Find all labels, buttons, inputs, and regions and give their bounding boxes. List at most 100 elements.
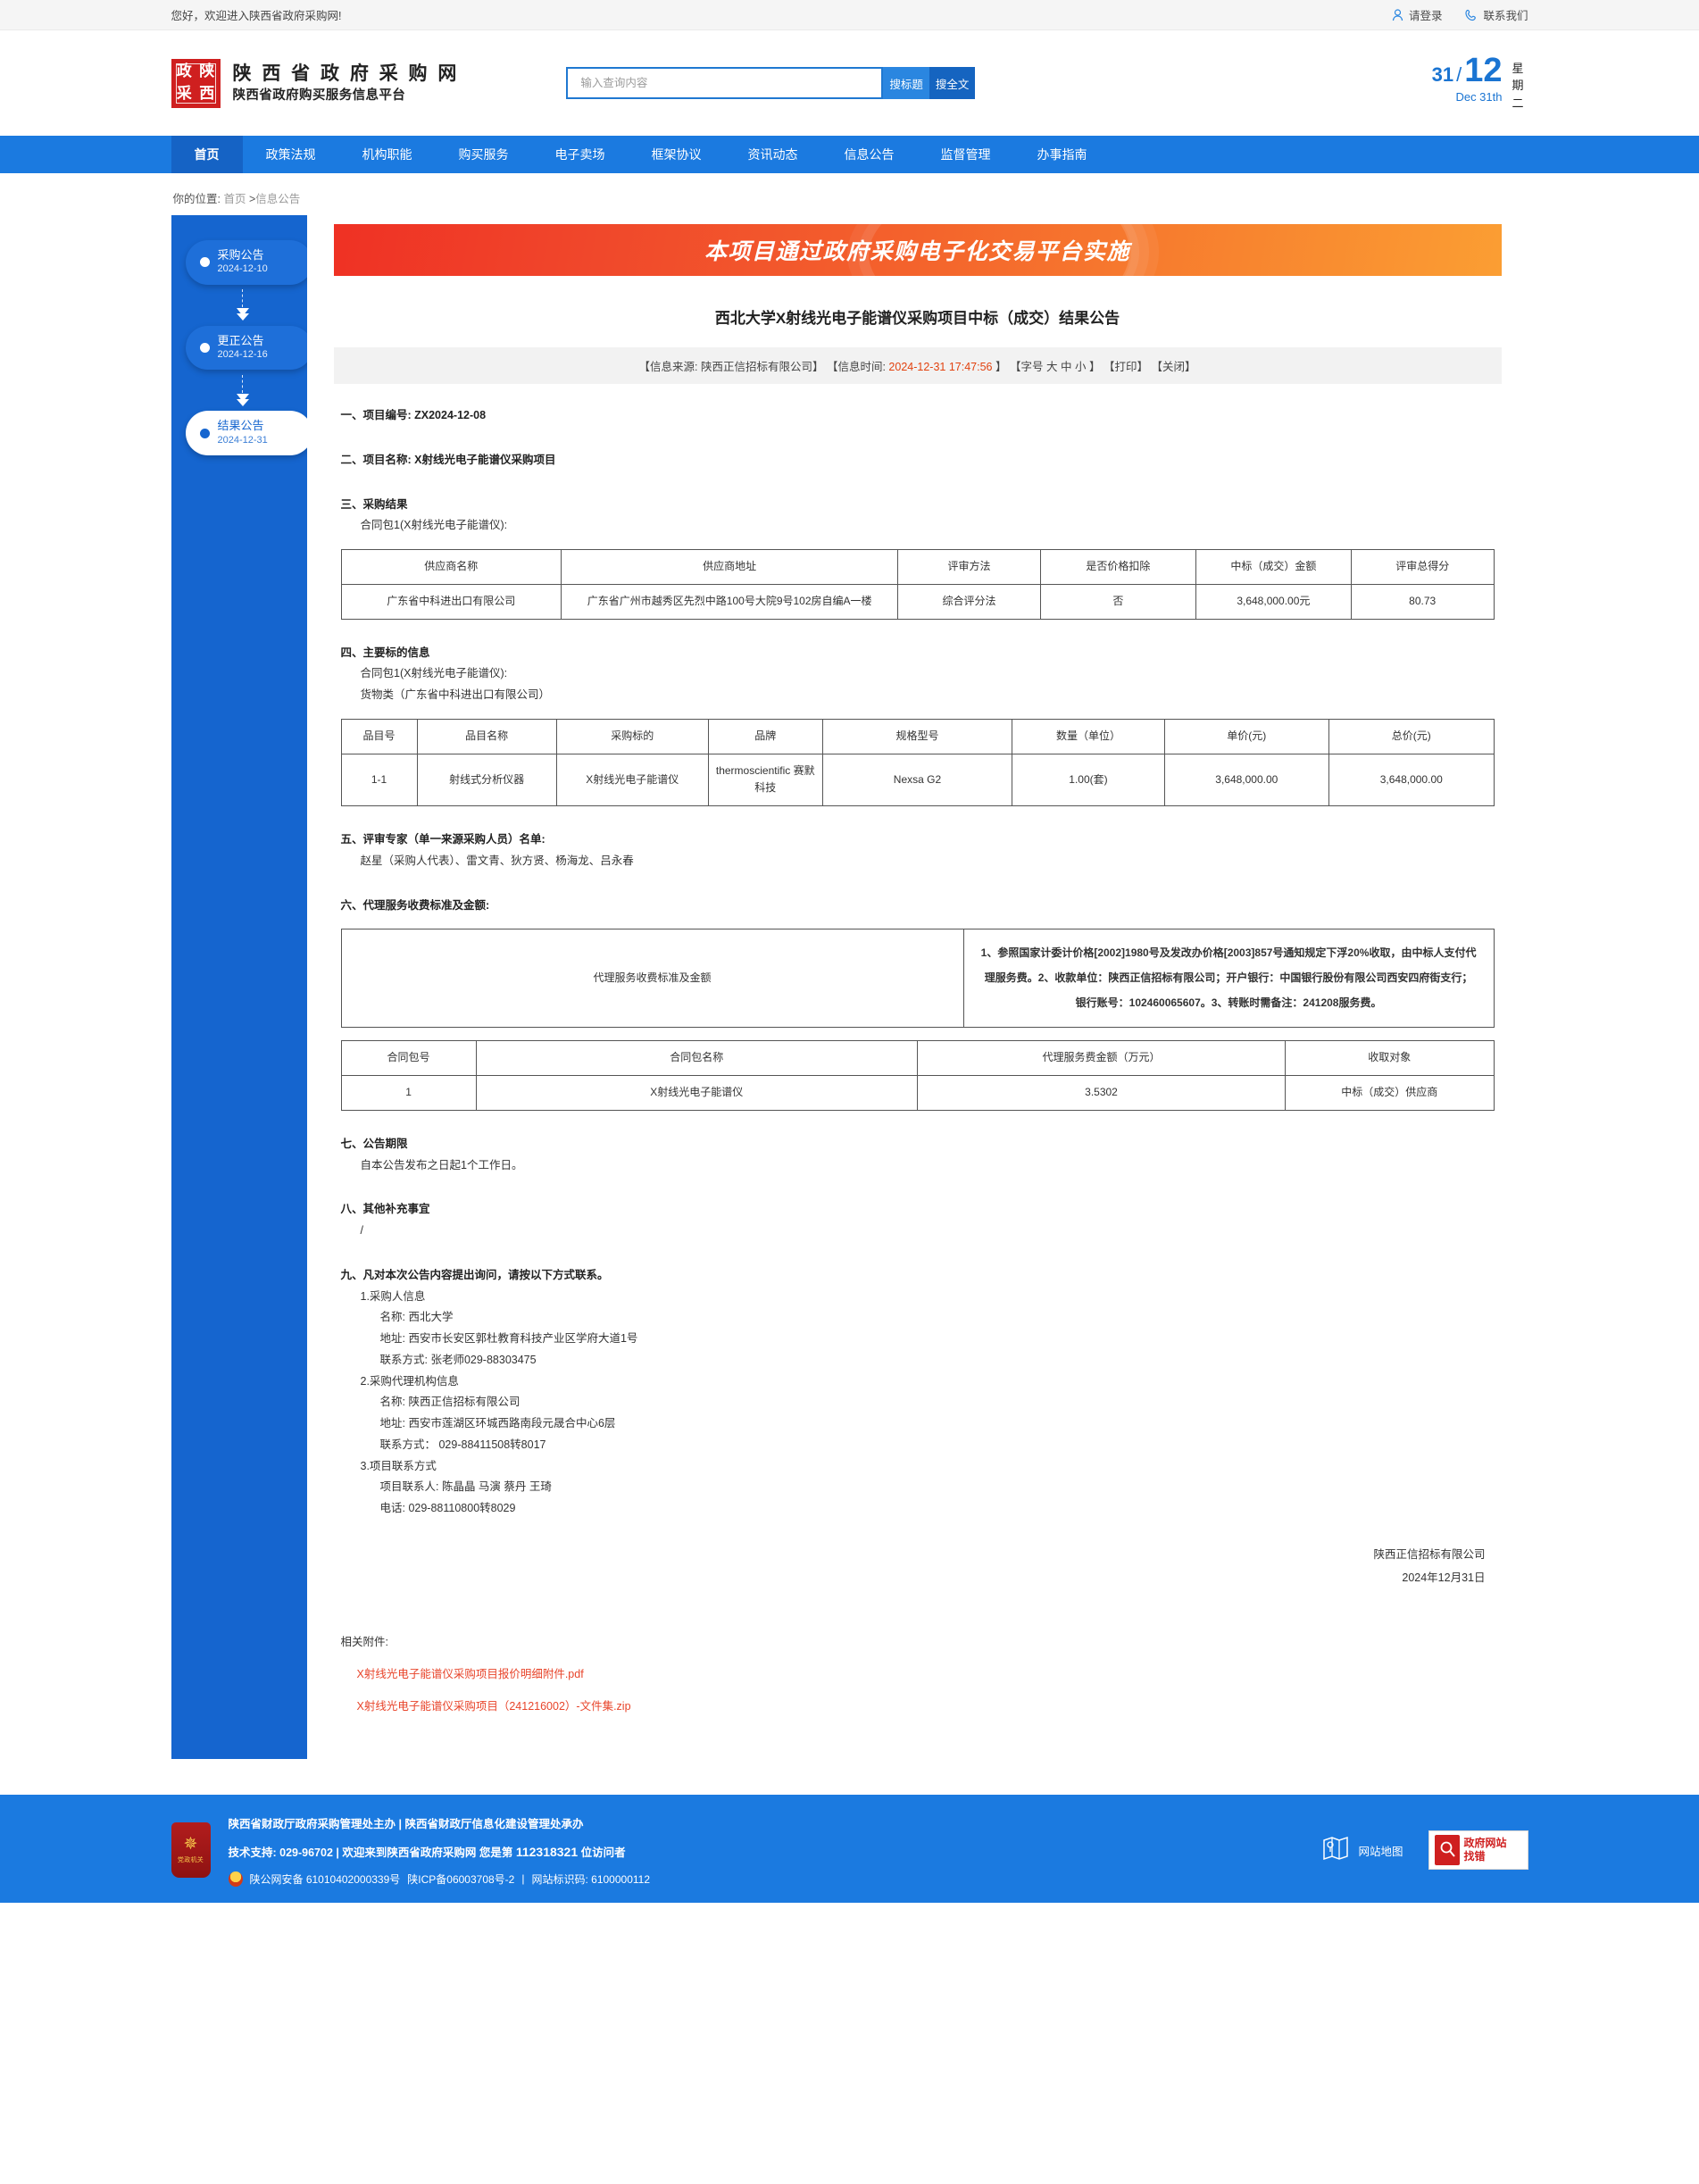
welcome-text: 您好，欢迎进入陕西省政府采购网! <box>171 10 342 22</box>
result-table-header-cell: 中标（成交）金额 <box>1195 549 1352 585</box>
nav-item-办事指南[interactable]: 办事指南 <box>1037 147 1087 162</box>
search-fulltext-button[interactable]: 搜全文 <box>929 67 976 99</box>
meta-source-label: 【信息来源: <box>638 361 698 373</box>
breadcrumb-current[interactable]: 信息公告 <box>255 193 301 205</box>
contact-line: 电话: 029-88110800转8029 <box>379 1502 516 1515</box>
police-record-number[interactable]: 陕公网安备 61010402000339号 <box>249 1872 401 1886</box>
gov-site-report-badge[interactable]: 政府网站 找错 <box>1428 1830 1528 1871</box>
timeline-dot-icon <box>199 342 210 353</box>
gov-badge-line2: 找错 <box>1463 1850 1486 1863</box>
search-input[interactable] <box>579 76 871 90</box>
print-link[interactable]: 【打印】 <box>1103 361 1148 373</box>
fee-amount-table-header-cell: 收取对象 <box>1285 1040 1495 1077</box>
footer-support-suffix: 位访问者 <box>580 1846 626 1859</box>
fee-standard-description: 1、参照国家计委计价格[2002]1980号及发改办价格[2003]857号通知… <box>962 929 1495 1029</box>
footer-support-line: 技术支持: 029-96702 | 欢迎来到陕西省政府采购网 您是第 11231… <box>229 1843 651 1860</box>
nav-item-电子卖场[interactable]: 电子卖场 <box>554 147 605 162</box>
signature-date: 2024年12月31日 <box>1402 1571 1486 1585</box>
timeline-item-date: 2024-12-10 <box>217 263 268 275</box>
logo-char-1: 政 <box>176 62 192 80</box>
result-table: 供应商名称 供应商地址 评审方法 是否价格扣除 中标（成交）金额 评审总得分 广东省中科进出… <box>340 549 1495 620</box>
login-link[interactable]: 请登录 <box>1392 6 1443 23</box>
font-size-large[interactable]: 大 <box>1045 361 1058 373</box>
close-link[interactable]: 【关闭】 <box>1151 361 1196 373</box>
login-label: 请登录 <box>1408 10 1443 22</box>
nav-item-购买服务[interactable]: 购买服务 <box>458 147 509 162</box>
nav-item-资讯动态[interactable]: 资讯动态 <box>747 147 798 162</box>
nav-item-首页[interactable]: 首页 <box>171 136 243 173</box>
result-table-row: 广东省中科进出口有限公司 广东省广州市越秀区先烈中路100号大院9号102房自编A… <box>340 583 1495 620</box>
footer-separator: | <box>521 1872 525 1886</box>
weekday-value: 二 <box>1512 96 1524 110</box>
font-size-small[interactable]: 小 <box>1074 361 1087 373</box>
contact-block-title: 3.项目联系方式 <box>360 1459 437 1472</box>
announcement-title: 西北大学X射线光电子能谱仪采购项目中标（成交）结果公告 <box>714 310 1120 327</box>
weekday-label: 星期 <box>1512 61 1524 93</box>
sitemap-link[interactable]: 网站地图 <box>1322 1835 1403 1866</box>
icp-number[interactable]: 陕ICP备06003708号-2 <box>407 1872 515 1886</box>
contact-line: 联系方式: 张老师029-88303475 <box>379 1353 537 1366</box>
timeline-item-采购公告[interactable]: 采购公告 2024-12-10 <box>185 240 312 285</box>
nav-item-政策法规[interactable]: 政策法规 <box>265 147 316 162</box>
timeline-dot-icon <box>199 257 210 268</box>
date-english: Dec 31th <box>1455 89 1503 104</box>
timeline-arrow-icon <box>236 285 249 326</box>
fee-standard-label: 代理服务收费标准及金额 <box>340 929 964 1029</box>
result-table-header-row: 供应商名称 供应商地址 评审方法 是否价格扣除 中标（成交）金额 评审总得分 <box>340 549 1495 585</box>
item-table-header-cell: 数量（单位） <box>1012 718 1165 754</box>
announcement-body: 一、项目编号: ZX2024-12-08 二、项目名称: X射线光电子能谱仪采购… <box>334 384 1502 1759</box>
site-logo[interactable]: 政 陕 采 西 陕 西 省 政 府 采 购 网 陕西省政府购买服务信息平台 <box>171 58 460 108</box>
font-size-medium[interactable]: 中 <box>1060 361 1072 373</box>
footer-icp-line: 陕公网安备 61010402000339号 陕ICP备06003708号-2 |… <box>228 1871 650 1887</box>
item-table-header-cell: 品牌 <box>707 718 823 754</box>
attachments-label: 相关附件: <box>340 1636 388 1649</box>
nav-item-框架协议[interactable]: 框架协议 <box>651 147 702 162</box>
item-table-header-cell: 规格型号 <box>821 718 1013 754</box>
site-footer: ✵ 党政机关 陕西省财政厅政府采购管理处主办 | 陕西省财政厅信息化建设管理处承… <box>0 1794 1699 1903</box>
item-table-cell: 射线式分析仪器 <box>416 753 557 807</box>
breadcrumb-home[interactable]: 首页 <box>223 193 246 205</box>
logo-mark-icon: 政 陕 采 西 <box>171 58 221 108</box>
site-subtitle: 陕西省政府购买服务信息平台 <box>232 88 406 104</box>
section-9-heading: 九、凡对本次公告内容提出询问，请按以下方式联系。 <box>340 1268 609 1281</box>
result-table-cell: 广东省中科进出口有限公司 <box>340 583 562 620</box>
section-4-package: 合同包1(X射线光电子能谱仪): <box>360 667 508 680</box>
banner-text: 本项目通过政府采购电子化交易平台实施 <box>704 239 1130 264</box>
article-content: 本项目通过政府采购电子化交易平台实施 西北大学X射线光电子能谱仪采购项目中标（成… <box>306 215 1528 1759</box>
timeline-item-结果公告[interactable]: 结果公告 2024-12-31 <box>185 411 312 455</box>
date-separator: / <box>1456 63 1462 86</box>
emblem-text: 党政机关 <box>177 1857 204 1864</box>
date-day: 31 <box>1431 63 1454 86</box>
fee-amount-table-header-cell: 代理服务费金额（万元） <box>916 1040 1287 1077</box>
section-6-heading: 六、代理服务收费标准及金额: <box>340 898 490 912</box>
search-box[interactable] <box>566 67 884 99</box>
contact-link[interactable]: 联系我们 <box>1465 6 1528 23</box>
attachment-link[interactable]: X射线光电子能谱仪采购项目报价明细附件.pdf <box>356 1668 584 1681</box>
map-icon <box>1322 1835 1349 1866</box>
section-3-package: 合同包1(X射线光电子能谱仪): <box>360 519 508 532</box>
nav-item-机构职能[interactable]: 机构职能 <box>362 147 412 162</box>
result-table-header-cell: 是否价格扣除 <box>1039 549 1196 585</box>
gov-badge-line1: 政府网站 <box>1463 1837 1507 1850</box>
section-3-heading: 三、采购结果 <box>340 497 408 511</box>
item-table-cell: 3,648,000.00 <box>1163 753 1330 807</box>
result-table-header-cell: 供应商名称 <box>340 549 562 585</box>
timeline-item-label: 结果公告 <box>217 419 264 433</box>
search-title-button[interactable]: 搜标题 <box>883 67 929 99</box>
signature-block: 陕西正信招标有限公司 2024年12月31日 <box>341 1520 1495 1590</box>
nav-item-监督管理[interactable]: 监督管理 <box>940 147 991 162</box>
timeline-item-更正公告[interactable]: 更正公告 2024-12-16 <box>185 325 312 371</box>
meta-source-value: 陕西正信招标有限公司】 <box>700 361 824 373</box>
attachment-link[interactable]: X射线光电子能谱仪采购项目（241216002）-文件集.zip <box>356 1699 631 1713</box>
timeline-item-label: 更正公告 <box>217 333 264 347</box>
result-table-cell: 广东省广州市越秀区先烈中路100号大院9号102房自编A一楼 <box>561 583 899 620</box>
item-table-cell: thermoscientific 赛默科技 <box>707 753 823 807</box>
top-bar: 您好，欢迎进入陕西省政府采购网! 请登录 联系我们 <box>0 0 1699 30</box>
timeline-item-date: 2024-12-16 <box>217 348 268 360</box>
contact-blocks: 1.采购人信息 名称: 西北大学 地址: 西安市长安区郭杜教育科技产业区学府大道1号… <box>341 1287 1495 1520</box>
nav-item-信息公告[interactable]: 信息公告 <box>844 147 895 162</box>
item-table-header-cell: 总价(元) <box>1328 718 1495 754</box>
meta-time-label: 【信息时间: <box>826 361 886 373</box>
result-table-cell: 否 <box>1039 583 1196 620</box>
contact-line: 地址: 西安市莲湖区环城西路南段元晟合中心6层 <box>379 1417 616 1430</box>
